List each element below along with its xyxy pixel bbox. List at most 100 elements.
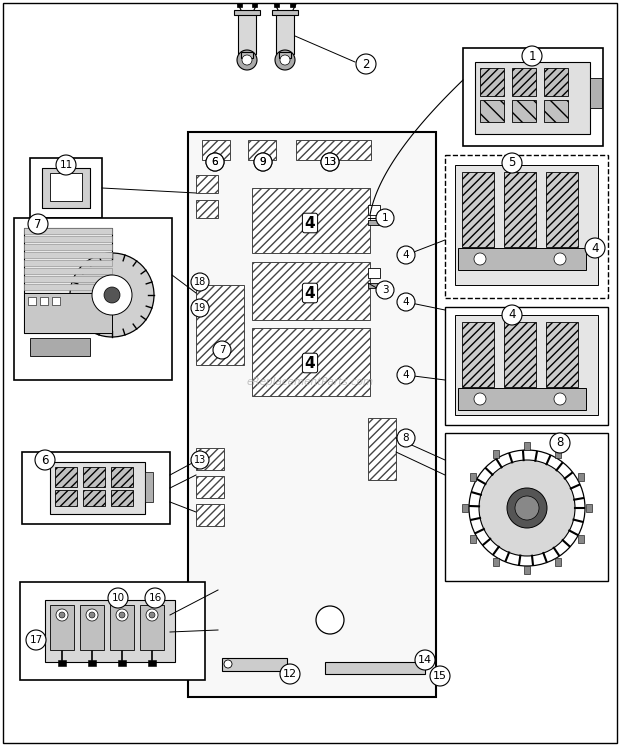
- Bar: [111, 467, 133, 487]
- Circle shape: [56, 155, 76, 175]
- Circle shape: [397, 429, 415, 447]
- Circle shape: [56, 609, 68, 621]
- Circle shape: [191, 273, 209, 291]
- Circle shape: [397, 366, 415, 384]
- Circle shape: [321, 153, 339, 171]
- Circle shape: [119, 612, 125, 618]
- Bar: [83, 490, 105, 506]
- Bar: [368, 418, 396, 480]
- Circle shape: [550, 433, 570, 453]
- Bar: [458, 248, 586, 270]
- Bar: [196, 504, 224, 526]
- Bar: [50, 605, 74, 650]
- Circle shape: [108, 588, 128, 608]
- Bar: [555, 451, 561, 458]
- Circle shape: [474, 393, 486, 405]
- Bar: [248, 140, 276, 160]
- Circle shape: [237, 50, 257, 70]
- Bar: [24, 293, 112, 333]
- Circle shape: [116, 609, 128, 621]
- Text: 14: 14: [418, 655, 432, 665]
- Circle shape: [397, 246, 415, 264]
- Bar: [493, 558, 499, 565]
- Bar: [52, 297, 60, 305]
- Text: 6: 6: [42, 454, 49, 466]
- Bar: [279, 52, 291, 58]
- Text: 4: 4: [402, 250, 409, 260]
- Text: 8: 8: [402, 433, 409, 443]
- Text: 10: 10: [112, 593, 125, 603]
- Bar: [480, 68, 504, 96]
- Bar: [118, 660, 126, 666]
- Text: 12: 12: [283, 669, 297, 679]
- Text: 4: 4: [591, 242, 599, 254]
- Circle shape: [191, 451, 209, 469]
- Bar: [546, 322, 578, 387]
- Bar: [455, 315, 598, 415]
- Circle shape: [89, 612, 95, 618]
- Text: 13: 13: [194, 455, 206, 465]
- Bar: [196, 175, 218, 193]
- Text: 5: 5: [508, 157, 516, 169]
- Bar: [578, 535, 583, 543]
- Bar: [471, 535, 476, 543]
- Bar: [202, 140, 230, 160]
- Circle shape: [522, 46, 542, 66]
- Circle shape: [191, 299, 209, 317]
- Bar: [475, 62, 590, 134]
- Circle shape: [316, 606, 344, 634]
- Circle shape: [415, 650, 435, 670]
- Circle shape: [507, 488, 547, 528]
- Circle shape: [213, 341, 231, 359]
- Bar: [590, 78, 602, 108]
- Bar: [445, 155, 608, 298]
- Bar: [368, 205, 380, 215]
- Bar: [272, 10, 298, 15]
- Circle shape: [474, 253, 486, 265]
- Bar: [83, 467, 105, 487]
- Text: 4: 4: [304, 216, 316, 231]
- Text: 4: 4: [304, 356, 316, 371]
- Circle shape: [515, 496, 539, 520]
- Bar: [480, 100, 504, 122]
- Text: 11: 11: [60, 160, 73, 170]
- Bar: [290, 3, 295, 7]
- Circle shape: [206, 153, 224, 171]
- Circle shape: [275, 50, 295, 70]
- Circle shape: [502, 305, 522, 325]
- Text: eReplacementParts.com: eReplacementParts.com: [246, 377, 374, 387]
- Circle shape: [59, 612, 65, 618]
- Circle shape: [280, 55, 290, 65]
- Bar: [148, 660, 156, 666]
- Circle shape: [254, 153, 272, 171]
- Bar: [24, 244, 112, 250]
- Text: 19: 19: [194, 303, 206, 313]
- Bar: [512, 68, 536, 96]
- Bar: [237, 3, 242, 7]
- Bar: [45, 600, 175, 662]
- Bar: [24, 260, 112, 266]
- Bar: [88, 660, 96, 666]
- Bar: [24, 252, 112, 258]
- Bar: [512, 100, 536, 122]
- Bar: [276, 12, 294, 54]
- Circle shape: [321, 153, 339, 171]
- Circle shape: [469, 450, 585, 566]
- Circle shape: [356, 54, 376, 74]
- Bar: [524, 566, 530, 574]
- Text: 7: 7: [219, 345, 225, 355]
- Text: 1: 1: [528, 49, 536, 63]
- Text: 6: 6: [211, 157, 218, 167]
- Circle shape: [35, 450, 55, 470]
- Text: 4: 4: [304, 286, 316, 301]
- Circle shape: [430, 666, 450, 686]
- Text: 15: 15: [433, 671, 447, 681]
- Circle shape: [149, 612, 155, 618]
- Bar: [50, 173, 82, 201]
- Text: 1: 1: [382, 213, 388, 223]
- Circle shape: [376, 281, 394, 299]
- Bar: [24, 236, 112, 242]
- Bar: [504, 322, 536, 387]
- Bar: [274, 3, 279, 7]
- Bar: [238, 12, 256, 54]
